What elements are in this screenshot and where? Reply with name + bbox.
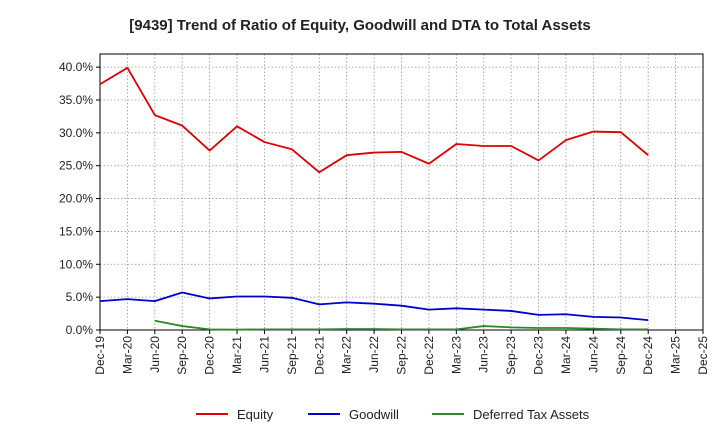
legend: Equity Goodwill Deferred Tax Assets	[196, 407, 590, 422]
chart-title: [9439] Trend of Ratio of Equity, Goodwil…	[129, 17, 590, 34]
y-tick-label: 30.0%	[59, 126, 93, 140]
x-tick-label: Dec-25	[696, 336, 710, 375]
grid	[99, 54, 704, 331]
y-tick-label: 15.0%	[59, 224, 93, 238]
x-tick-label: Sep-23	[504, 336, 518, 375]
series-line-deferred-tax-assets	[154, 319, 649, 331]
y-tick-label: 35.0%	[59, 93, 93, 107]
x-tick-label: Sep-24	[614, 336, 628, 375]
legend-label: Goodwill	[349, 407, 399, 422]
series-lines	[99, 66, 649, 331]
y-tick-label: 0.0%	[66, 323, 94, 337]
y-tick-label: 10.0%	[59, 257, 93, 271]
y-tick-label: 40.0%	[59, 60, 93, 74]
x-tick-label: Dec-24	[641, 336, 655, 375]
x-tick-label: Sep-20	[175, 336, 189, 375]
x-tick-label: Dec-22	[422, 336, 436, 375]
x-tick-label: Mar-22	[340, 336, 354, 374]
y-tick-label: 20.0%	[59, 192, 93, 206]
x-tick-label: Dec-21	[312, 336, 326, 375]
x-tick-label: Mar-20	[120, 336, 134, 374]
x-tick-label: Sep-21	[285, 336, 299, 375]
x-tick-label: Dec-20	[203, 336, 217, 375]
x-tick-label: Mar-21	[230, 336, 244, 374]
series-line-equity	[99, 66, 649, 174]
legend-label: Equity	[237, 407, 274, 422]
x-tick-label: Jun-24	[586, 336, 600, 373]
x-tick-label: Dec-19	[93, 336, 107, 375]
series-line-goodwill	[99, 291, 649, 322]
x-axis: Dec-19 Mar-20 Jun-20 Sep-20 Dec-20 Mar-21 Jun-…	[93, 330, 710, 375]
x-tick-label: Mar-24	[559, 336, 573, 374]
x-tick-label: Mar-25	[669, 336, 683, 374]
y-tick-label: 5.0%	[66, 290, 94, 304]
x-tick-label: Jun-22	[367, 336, 381, 373]
legend-label: Deferred Tax Assets	[473, 407, 590, 422]
y-tick-label: 25.0%	[59, 159, 93, 173]
x-tick-label: Dec-23	[532, 336, 546, 375]
x-tick-label: Jun-23	[477, 336, 491, 373]
x-tick-label: Sep-22	[395, 336, 409, 375]
y-axis: 0.0% 5.0% 10.0% 15.0% 20.0% 25.0% 30.0% 35.0% 40…	[59, 60, 100, 337]
x-tick-label: Jun-20	[148, 336, 162, 373]
x-tick-label: Jun-21	[257, 336, 271, 373]
x-tick-label: Mar-23	[449, 336, 463, 374]
